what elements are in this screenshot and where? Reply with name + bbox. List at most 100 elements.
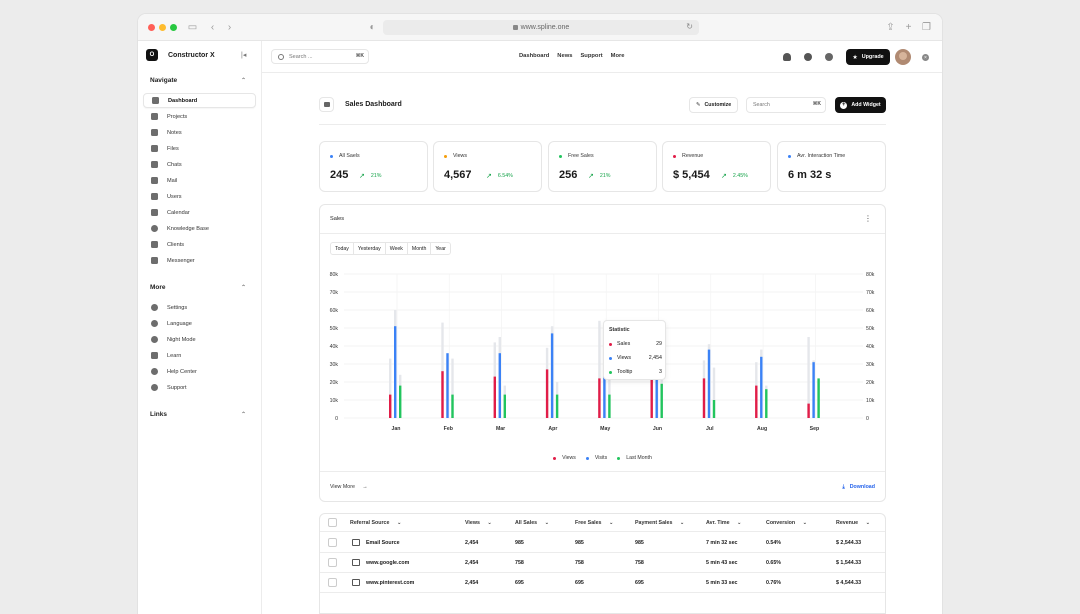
minimize-window-button[interactable] (159, 24, 166, 31)
back-icon[interactable]: ‹ (210, 22, 215, 33)
customize-button[interactable]: ✎ Customize (689, 97, 739, 113)
sidebar-item-messenger[interactable]: Messenger (143, 253, 256, 268)
bar-views (650, 364, 653, 418)
avatar[interactable] (895, 49, 911, 65)
col-referral-source[interactable]: Referral Source ⌄ (350, 520, 402, 526)
help-icon (151, 368, 158, 375)
sidebar-item-night-mode[interactable]: Night Mode (143, 332, 256, 347)
col-revenue[interactable]: Revenue ⌄ (836, 520, 871, 526)
table-row[interactable]: www.pinterest.com 2,454 695 695 695 5 min 33 … (320, 573, 885, 593)
sidebar-item-calendar[interactable]: Calendar (143, 205, 256, 220)
legend-item-last-month[interactable]: Last Month (617, 455, 652, 461)
kpi-value: $ 5,454 (673, 169, 710, 181)
range-today[interactable]: Today (331, 243, 354, 254)
close-icon[interactable]: × (922, 54, 929, 61)
sidebar-item-label: Learn (167, 352, 182, 359)
divider (319, 124, 886, 125)
topnav-news[interactable]: News (557, 53, 573, 59)
upgrade-button[interactable]: ★ Upgrade (846, 49, 890, 65)
search-input[interactable]: Search ... ⌘K (271, 49, 369, 64)
y-tick-label-left: 40k (330, 344, 339, 350)
view-more-link[interactable]: View More → (330, 484, 368, 490)
upgrade-label: Upgrade (861, 54, 884, 60)
sidebar-item-help-center[interactable]: Help Center (143, 364, 256, 379)
gear-icon[interactable] (825, 53, 833, 61)
range-week[interactable]: Week (386, 243, 408, 254)
shield-icon[interactable]: ◐ (369, 22, 376, 33)
bell-icon[interactable] (783, 53, 791, 61)
legend-item-visits[interactable]: Visits (585, 455, 607, 461)
bar-last-month (399, 385, 402, 418)
col-free-sales[interactable]: Free Sales ⌄ (575, 520, 614, 526)
sidebar-item-chats[interactable]: Chats (143, 157, 256, 172)
sidebar-item-language[interactable]: Language (143, 316, 256, 331)
topnav-dashboard[interactable]: Dashboard (519, 53, 550, 59)
brand[interactable]: O Constructor X (146, 49, 215, 61)
y-tick-label-right: 30k (866, 362, 875, 368)
new-tab-icon[interactable]: + (905, 22, 912, 33)
row-checkbox[interactable] (328, 578, 337, 587)
section-more[interactable]: More ⌃ (150, 284, 252, 291)
address-bar[interactable]: www.spline.one ↻ (383, 20, 699, 35)
range-month[interactable]: Month (408, 243, 432, 254)
dashboard-search-input[interactable]: Search ⌘K (746, 97, 826, 113)
topnav-more[interactable]: More (610, 53, 625, 59)
collapse-sidebar-icon[interactable]: |◂ (241, 52, 247, 59)
range-year[interactable]: Year (435, 245, 446, 252)
col-views[interactable]: Views ⌄ (465, 520, 492, 526)
mail-icon (151, 177, 158, 184)
col-all-sales[interactable]: All Sales ⌄ (515, 520, 550, 526)
section-navigate[interactable]: Navigate ⌃ (150, 77, 252, 84)
sidebar-item-users[interactable]: Users (143, 189, 256, 204)
sidebar-item-support[interactable]: Support (143, 380, 256, 395)
tabs-overview-icon[interactable]: ❐ (922, 22, 931, 33)
kpi-card: Avr. Interaction Time 6 m 32 s (777, 141, 886, 192)
sidebar-item-label: Night Mode (167, 336, 196, 343)
table-row[interactable]: www.google.com 2,454 758 758 758 5 min 43 sec… (320, 553, 885, 573)
sidebar-item-label: Support (167, 384, 187, 391)
sidebar-item-label: Clients (167, 241, 185, 248)
chevron-up-icon: ⌃ (240, 412, 246, 418)
maximize-window-button[interactable] (170, 24, 177, 31)
sidebar-item-settings[interactable]: Settings (143, 300, 256, 315)
sidebar-item-learn[interactable]: Learn (143, 348, 256, 363)
trend-up-icon: ↗ (721, 173, 727, 180)
dashboard-search-shortcut: ⌘K (812, 101, 821, 107)
sidebar-item-notes[interactable]: Notes (143, 125, 256, 140)
reload-icon[interactable]: ↻ (686, 22, 693, 31)
kpi-trend: ↗ 21% (588, 173, 611, 180)
sidebar-toggle-icon[interactable]: ▭ (187, 22, 198, 33)
trend-up-icon: ↗ (486, 173, 492, 180)
sidebar-item-mail[interactable]: Mail (143, 173, 256, 188)
sidebar-item-knowledge-base[interactable]: Knowledge Base (143, 221, 256, 236)
col-conversion[interactable]: Conversion ⌄ (766, 520, 808, 526)
forward-icon[interactable]: › (227, 22, 232, 33)
sidebar-item-files[interactable]: Files (143, 141, 256, 156)
row-checkbox[interactable] (328, 558, 337, 567)
cell-views: 2,454 (465, 580, 479, 586)
table-row[interactable]: Email Source 2,454 985 985 985 7 min 32 sec 0.… (320, 533, 885, 553)
add-widget-button[interactable]: + Add Widget (835, 97, 886, 113)
support-icon (151, 384, 158, 391)
section-links[interactable]: Links ⌃ (150, 411, 252, 418)
arrow-right-icon: → (362, 484, 368, 490)
sidebar-item-dashboard[interactable]: Dashboard (143, 93, 256, 108)
pencil-icon: ✎ (696, 102, 701, 108)
legend-item-views[interactable]: Views (553, 455, 576, 461)
page-title: Sales Dashboard (345, 101, 402, 108)
range-yesterday[interactable]: Yesterday (354, 243, 386, 254)
share-icon[interactable]: ⇪ (886, 22, 895, 33)
close-window-button[interactable] (148, 24, 155, 31)
more-options-icon[interactable]: ⋮ (864, 214, 872, 223)
sidebar-item-projects[interactable]: Projects (143, 109, 256, 124)
kpi-label: Avr. Interaction Time (788, 153, 845, 159)
col-avr-time[interactable]: Avr. Time ⌄ (706, 520, 742, 526)
sidebar-item-clients[interactable]: Clients (143, 237, 256, 252)
download-button[interactable]: ⤓ Download (842, 484, 875, 490)
col-payment-sales[interactable]: Payment Sales ⌄ (635, 520, 685, 526)
row-checkbox[interactable] (328, 538, 337, 547)
topnav-support[interactable]: Support (580, 53, 603, 59)
help-icon[interactable] (804, 53, 812, 61)
select-all-checkbox[interactable] (328, 518, 337, 527)
gear-icon (151, 304, 158, 311)
